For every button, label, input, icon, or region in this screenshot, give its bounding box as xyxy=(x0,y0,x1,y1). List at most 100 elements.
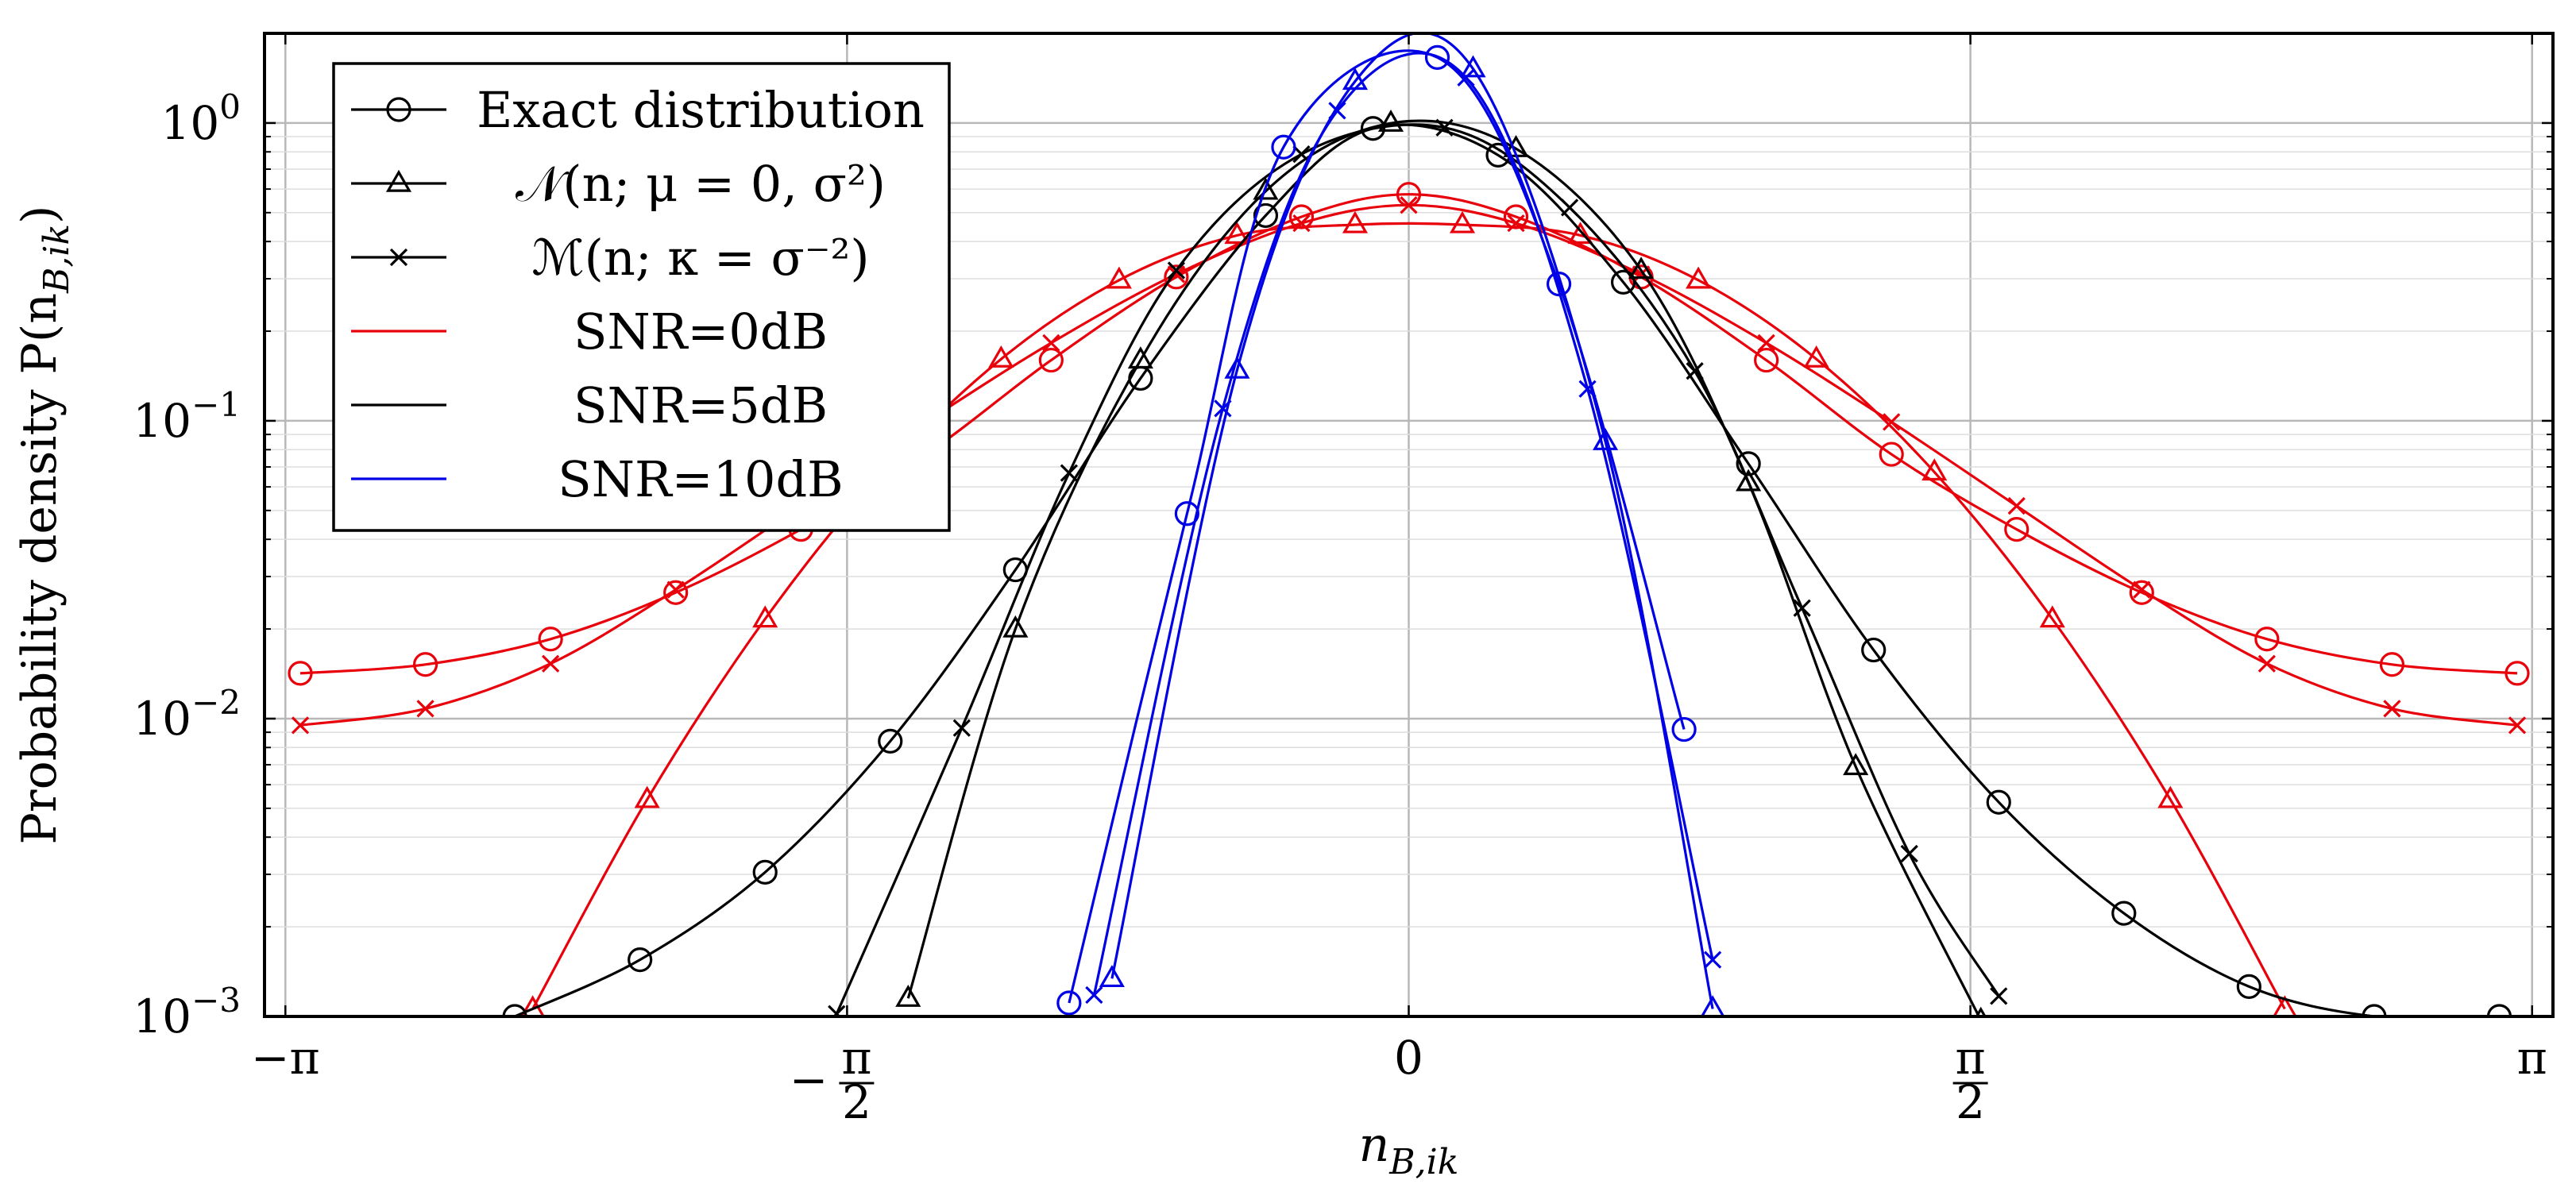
data-point-exact-snr-5db xyxy=(752,859,778,885)
data-point-gaussian-snr-0db xyxy=(2157,785,2184,808)
legend-label: SNR=0dB xyxy=(574,303,828,361)
data-point-gaussian-snr-0db xyxy=(634,785,660,808)
data-point-von-mises-snr-5db xyxy=(1292,145,1311,164)
data-point-exact-snr-5db xyxy=(2486,1004,2512,1016)
grid xyxy=(265,33,2553,1018)
data-point-exact-snr-5db xyxy=(2236,974,2261,999)
legend-label: 𝒩(n; μ = 0, σ²) xyxy=(516,155,886,213)
x-tick-label-denominator: 2 xyxy=(1956,1075,1985,1129)
data-point-exact-snr-10db xyxy=(1424,44,1450,70)
y-axis-label: Probability density P(nB,ik) xyxy=(12,206,77,845)
series-von-mises-snr-5db xyxy=(828,118,2008,1016)
data-point-von-mises-snr-0db xyxy=(666,580,685,599)
data-point-exact-snr-0db xyxy=(288,661,313,686)
data-point-exact-snr-10db xyxy=(1271,134,1296,160)
legend: Exact distribution 𝒩(n; μ = 0, σ²) ℳ(n; κ … xyxy=(332,62,951,532)
data-point-exact-snr-0db xyxy=(1164,264,1189,290)
series-line-gaussian-snr-5db xyxy=(906,119,1981,1016)
data-point-gaussian-snr-0db xyxy=(1342,210,1369,233)
data-point-von-mises-snr-0db xyxy=(2257,654,2277,673)
legend-swatch-marker xyxy=(389,248,408,267)
data-point-gaussian-snr-0db xyxy=(1224,222,1250,245)
data-point-exact-snr-5db xyxy=(1360,116,1386,141)
legend-entry: Exact distribution xyxy=(351,81,925,139)
data-point-von-mises-snr-10db xyxy=(1328,102,1346,120)
data-point-von-mises-snr-0db xyxy=(541,654,560,673)
data-point-von-mises-snr-10db xyxy=(1578,380,1597,398)
data-point-exact-snr-5db xyxy=(628,947,653,973)
series-von-mises-snr-10db xyxy=(1085,52,1722,1005)
x-tick-label: −π xyxy=(251,1031,320,1085)
series-line-exact-snr-5db xyxy=(514,123,2500,1016)
data-point-exact-snr-0db xyxy=(2505,661,2530,686)
x-tick-label: 0 xyxy=(1394,1031,1423,1085)
y-tick-label: 100 xyxy=(160,87,241,150)
data-point-von-mises-snr-0db xyxy=(1400,196,1418,214)
data-point-exact-snr-5db xyxy=(878,728,903,754)
data-point-von-mises-snr-0db xyxy=(1757,334,1775,352)
data-point-exact-snr-0db xyxy=(1038,347,1064,373)
data-point-exact-snr-0db xyxy=(2004,517,2030,542)
series-line-gaussian-snr-10db xyxy=(1110,33,1714,1009)
data-point-gaussian-snr-5db xyxy=(1002,615,1029,638)
x-axis-label: nB,ik xyxy=(1359,1117,1459,1182)
data-point-exact-snr-5db xyxy=(1253,202,1279,229)
data-point-von-mises-snr-0db xyxy=(416,700,434,718)
data-point-von-mises-snr-10db xyxy=(1457,68,1475,87)
x-tick-label: π2 xyxy=(1952,1031,1988,1129)
data-point-gaussian-snr-0db xyxy=(1106,266,1132,289)
data-point-gaussian-snr-0db xyxy=(1921,458,1948,481)
data-point-gaussian-snr-5db xyxy=(1628,256,1655,280)
x-tick-label-sign: − xyxy=(790,1053,828,1107)
x-tick-label-denominator: 2 xyxy=(842,1075,871,1129)
data-point-gaussian-snr-0db xyxy=(1803,345,1829,368)
legend-entry: ℳ(n; κ = σ⁻²) xyxy=(351,229,870,287)
y-tick-label: 10−3 xyxy=(133,981,241,1043)
data-point-von-mises-snr-0db xyxy=(2007,496,2026,515)
data-point-gaussian-snr-5db xyxy=(895,985,921,1007)
data-point-gaussian-snr-0db xyxy=(2039,605,2065,628)
series-gaussian-snr-5db xyxy=(895,110,1987,1016)
data-point-exact-snr-10db xyxy=(1671,716,1697,742)
data-point-exact-snr-5db xyxy=(2111,901,2137,926)
legend-label: ℳ(n; κ = σ⁻²) xyxy=(531,229,869,287)
plot-series xyxy=(288,33,2530,1016)
data-point-gaussian-snr-10db xyxy=(1099,965,1125,988)
data-point-von-mises-snr-0db xyxy=(2508,716,2527,735)
data-point-von-mises-snr-5db xyxy=(1167,261,1186,280)
data-point-exact-snr-0db xyxy=(663,580,689,605)
legend-entry: SNR=0dB xyxy=(351,303,828,361)
data-point-von-mises-snr-0db xyxy=(1042,334,1060,352)
data-point-gaussian-snr-0db xyxy=(1686,266,1712,289)
series-line-exact-snr-0db xyxy=(299,193,2518,675)
data-point-von-mises-snr-0db xyxy=(1292,214,1311,233)
data-point-gaussian-snr-5db xyxy=(1253,177,1279,200)
data-point-von-mises-snr-0db xyxy=(2383,700,2401,718)
data-point-exact-snr-5db xyxy=(502,1004,527,1016)
data-point-von-mises-snr-10db xyxy=(1085,985,1103,1005)
data-point-exact-snr-5db xyxy=(1736,451,1761,476)
data-point-exact-snr-10db xyxy=(1174,501,1200,526)
legend-entry: SNR=5dB xyxy=(351,376,828,434)
data-point-von-mises-snr-5db xyxy=(1686,362,1704,380)
data-point-von-mises-snr-5db xyxy=(1435,118,1454,137)
legend-swatch-marker xyxy=(386,97,411,122)
data-point-gaussian-snr-5db xyxy=(1127,346,1153,369)
x-tick-label: − π2 xyxy=(790,1031,875,1129)
data-point-exact-snr-0db xyxy=(538,627,563,652)
data-point-exact-snr-10db xyxy=(1056,990,1082,1016)
legend-box xyxy=(332,62,951,532)
x-tick-label: π xyxy=(2517,1031,2547,1085)
series-line-exact-snr-10db xyxy=(1068,49,1686,1004)
data-point-exact-snr-5db xyxy=(1986,789,2011,815)
data-point-gaussian-snr-5db xyxy=(1736,469,1762,492)
data-point-exact-snr-0db xyxy=(2254,627,2280,652)
data-point-exact-snr-5db xyxy=(1861,637,1887,663)
data-point-gaussian-snr-0db xyxy=(1567,222,1593,245)
data-point-gaussian-snr-5db xyxy=(1843,753,1869,776)
data-point-exact-snr-0db xyxy=(412,652,438,677)
legend-label: SNR=10dB xyxy=(558,450,844,508)
data-point-von-mises-snr-5db xyxy=(1793,599,1811,617)
